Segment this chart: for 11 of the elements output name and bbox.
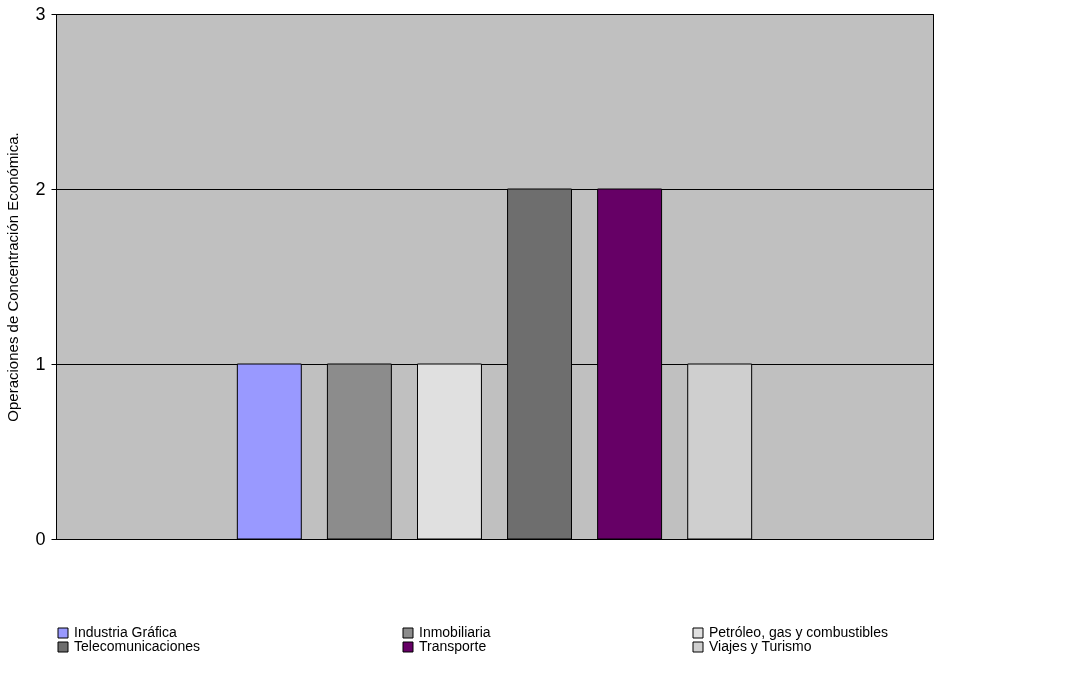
legend-label: Industria Gráfica <box>74 624 177 640</box>
y-tick-label: 1 <box>35 353 46 374</box>
y-tick-label: 3 <box>35 3 46 24</box>
legend-label: Inmobiliaria <box>419 624 491 640</box>
legend-label: Viajes y Turismo <box>709 638 812 654</box>
y-tick-label: 2 <box>35 178 46 199</box>
y-axis-title: Operaciones de Concentración Económica. <box>4 132 22 422</box>
legend-label: Transporte <box>419 638 487 654</box>
legend-label: Petróleo, gas y combustibles <box>709 624 888 640</box>
y-tick-label: 0 <box>35 528 46 549</box>
legend-label: Telecomunicaciones <box>74 638 201 654</box>
